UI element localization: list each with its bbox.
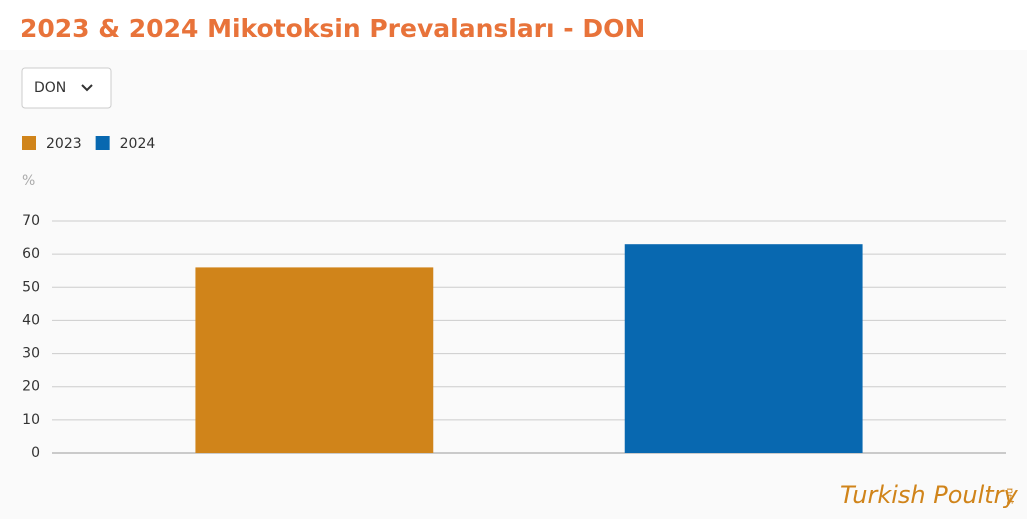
chevron[interactable] — [81, 84, 93, 92]
chart-title: 2023 & 2024 Mikotoksin Prevalansları - D… — [20, 14, 645, 43]
y-tick-label: 0 — [31, 445, 40, 461]
y-tick-label: 20 — [22, 379, 40, 395]
legend-label: 2024 — [120, 136, 156, 152]
legend-swatch — [95, 136, 110, 150]
y-tick-label: 50 — [22, 279, 40, 295]
legend-swatch — [22, 136, 36, 150]
legend-label: 2023 — [46, 136, 82, 152]
y-axis-unit: % — [22, 173, 35, 189]
bar — [195, 267, 434, 453]
dropdown-label[interactable]: DON — [34, 80, 66, 96]
dropdown-box[interactable] — [21, 67, 112, 109]
panel — [0, 50, 1027, 519]
y-tick-label: 60 — [22, 246, 40, 262]
y-tick-label: 10 — [22, 412, 40, 428]
dropdown[interactable]: DON — [21, 67, 112, 109]
bar — [624, 244, 863, 453]
y-tick-label: 30 — [22, 346, 40, 362]
watermark: Turkish Poultry — [840, 481, 1019, 509]
y-tick-label: 70 — [22, 213, 40, 229]
watermark-suffix: net — [1004, 488, 1015, 504]
y-tick-label: 40 — [22, 312, 40, 328]
